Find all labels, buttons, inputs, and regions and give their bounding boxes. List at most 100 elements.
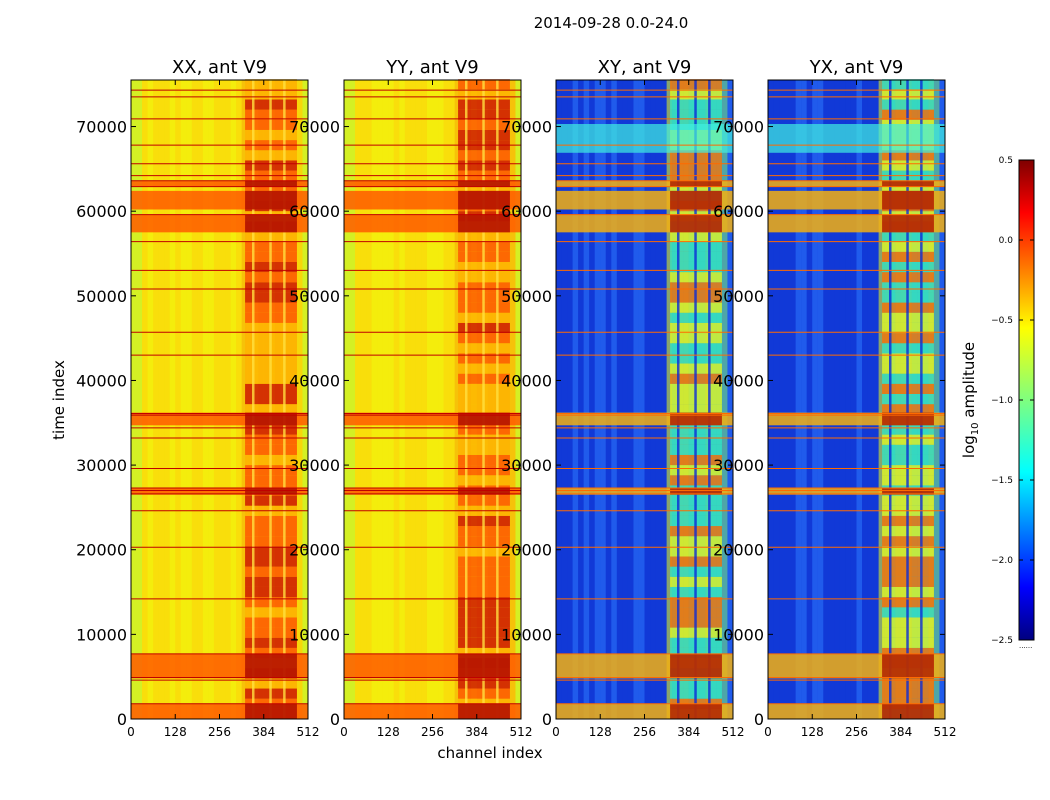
cyan-band: [556, 124, 733, 153]
channel-stripe: [169, 80, 176, 719]
channel-stripe: [812, 80, 818, 719]
strong-band-core: [882, 703, 934, 719]
channel-stripe: [817, 80, 824, 719]
channel-stripe: [655, 80, 662, 719]
x-tick-label: 0: [340, 725, 348, 739]
y-tick-label: 0: [117, 710, 127, 729]
panel-4: YX, ant V9 0 128 256 384 512 0 10000 20000 30000 4…: [713, 57, 956, 739]
channel-stripe: [721, 80, 728, 719]
channel-stripe: [153, 80, 159, 719]
channel-stripe: [344, 80, 350, 719]
channel-stripe: [834, 80, 840, 719]
strong-band-core: [670, 703, 722, 719]
channel-stripe: [164, 80, 170, 719]
channel-stripe: [856, 80, 863, 719]
channel-stripe: [823, 80, 829, 719]
strong-band-core: [670, 180, 722, 187]
y-tick-label: 50000: [713, 287, 764, 306]
channel-stripe: [241, 80, 248, 719]
strong-band-core: [458, 487, 510, 495]
channel-stripe: [578, 80, 584, 719]
y-tick-label: 50000: [76, 287, 127, 306]
channel-stripe: [410, 80, 416, 719]
y-tick-label: 60000: [289, 202, 340, 221]
block-separator: [464, 80, 468, 719]
channel-stripe: [142, 80, 148, 719]
x-tick-label: 0: [127, 725, 135, 739]
x-tick-label: 512: [510, 725, 533, 739]
channel-stripe: [567, 80, 573, 719]
channel-stripe: [131, 80, 137, 719]
channel-stripe: [768, 80, 774, 719]
channel-stripe: [230, 80, 237, 719]
channel-stripe: [627, 80, 634, 719]
channel-stripe: [666, 80, 673, 719]
colorbar-ticks: 0.5 0.0 −0.5 −1.0 −1.5 −2.0 −2.5: [991, 156, 1034, 646]
channel-stripe: [515, 80, 521, 719]
channel-stripe: [355, 80, 361, 719]
x-tick-label: 128: [589, 725, 612, 739]
panel-title: XX, ant V9: [172, 57, 267, 78]
channel-stripe: [454, 80, 461, 719]
strong-band-core: [245, 214, 297, 233]
heatmap-panels: XX, ant V9 0 128 256 384 512 0 10000 20000 30000 4…: [76, 57, 956, 739]
colorbar-tick-label: −1.0: [991, 396, 1013, 406]
strong-band: [344, 487, 521, 495]
y-tick-label: 40000: [76, 371, 127, 390]
strong-band-core: [458, 412, 510, 426]
y-tick-label: 50000: [289, 287, 340, 306]
channel-stripe: [225, 80, 231, 719]
channel-stripe: [147, 80, 154, 719]
y-tick-label: 40000: [713, 371, 764, 390]
channel-stripe: [801, 80, 807, 719]
strong-band-core: [670, 412, 722, 426]
x-tick-label: 128: [377, 725, 400, 739]
channel-stripe: [366, 80, 372, 719]
y-tick-label: 30000: [713, 456, 764, 475]
panel-2: YY, ant V9 0 128 256 384 512 0 10000 20000 30000 4…: [289, 57, 532, 739]
x-tick-label: 512: [297, 725, 320, 739]
channel-stripe: [158, 80, 165, 719]
strong-band-core: [245, 653, 297, 679]
channel-stripe: [594, 80, 601, 719]
channel-stripe: [583, 80, 590, 719]
y-tick-label: 50000: [501, 287, 552, 306]
channel-stripe: [806, 80, 813, 719]
channel-stripe: [426, 80, 433, 719]
x-tick-label: 0: [552, 725, 560, 739]
y-tick-label: 40000: [289, 371, 340, 390]
channel-stripe: [438, 80, 444, 719]
x-tick-label: 256: [633, 725, 656, 739]
channel-stripe: [845, 80, 851, 719]
channel-stripe: [136, 80, 143, 719]
y-tick-label: 70000: [289, 118, 340, 137]
colorbar: 0.5 0.0 −0.5 −1.0 −1.5 −2.0 −2.5 log10 amplitu…: [960, 156, 1035, 650]
panel-title: YX, ant V9: [809, 57, 904, 78]
channel-stripe: [873, 80, 879, 719]
strong-band-core: [458, 214, 510, 233]
channel-stripe: [878, 80, 885, 719]
channel-stripe: [443, 80, 450, 719]
x-tick-label: 0: [764, 725, 772, 739]
channel-stripe: [236, 80, 242, 719]
colorbar-extra-label: ......: [1019, 642, 1032, 650]
block-separator: [708, 80, 711, 719]
channel-stripe: [191, 80, 198, 719]
y-tick-label: 20000: [289, 541, 340, 560]
y-tick-label: 20000: [713, 541, 764, 560]
y-tick-label: 20000: [76, 541, 127, 560]
strong-band-core: [882, 412, 934, 426]
block-separator: [694, 80, 697, 719]
x-tick-label: 256: [845, 725, 868, 739]
strong-band-core: [882, 190, 934, 210]
colorbar-tick-label: −1.5: [991, 476, 1013, 486]
strong-band-core: [245, 487, 297, 495]
colorbar-label: log10 amplitude: [960, 342, 981, 458]
panel-title: XY, ant V9: [598, 57, 692, 78]
channel-stripe: [600, 80, 606, 719]
strong-band-core: [245, 180, 297, 187]
channel-stripe: [296, 80, 303, 719]
channel-stripe: [393, 80, 400, 719]
channel-stripe: [611, 80, 617, 719]
strong-band: [768, 487, 945, 495]
